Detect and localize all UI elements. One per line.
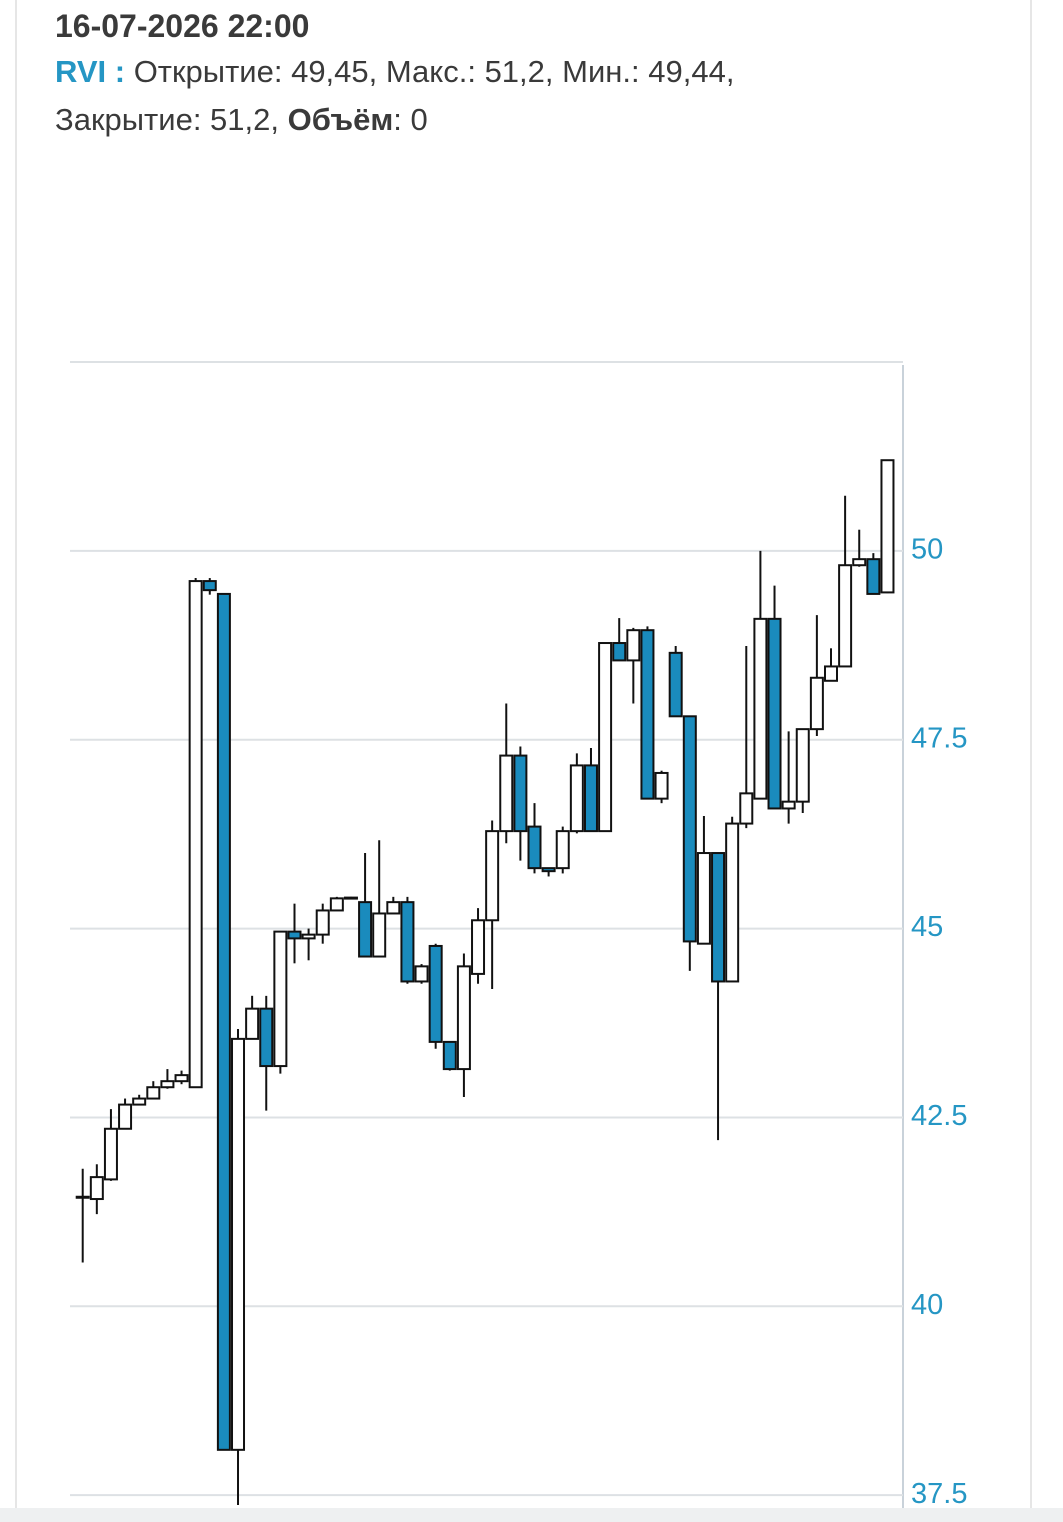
candle-body (598, 642, 613, 833)
tooltip-colon: : (273, 54, 292, 89)
candle-body (499, 754, 514, 833)
tooltip-symbol: RVI : (55, 54, 126, 89)
candle-body (640, 629, 655, 800)
candle-body (527, 825, 542, 870)
candle-body (739, 792, 754, 825)
candle-body (866, 558, 881, 595)
candle-body (259, 1007, 274, 1068)
candle-body (216, 592, 231, 1451)
candle-body (555, 830, 570, 870)
tooltip-label: Закрытие (55, 102, 193, 137)
candle-body (188, 580, 203, 1089)
candle-body (400, 901, 415, 983)
candle-body (654, 771, 669, 800)
candle-body (485, 830, 500, 922)
candle-body (809, 676, 824, 731)
tooltip-value: 51,2 (210, 102, 271, 137)
candle-body (795, 728, 810, 803)
tooltip-line: RVI : Открытие: 49,45, Макс.: 51,2, Мин.… (55, 48, 734, 96)
tooltip-colon: : (631, 54, 649, 89)
tooltip-value: 49,44 (648, 54, 726, 89)
candle-body (781, 800, 796, 810)
y-tick-label: 42.5 (911, 1100, 967, 1132)
candle-body (682, 715, 697, 943)
candle-body (174, 1074, 189, 1083)
candle-body (767, 617, 782, 810)
candle-body (696, 852, 711, 945)
tooltip-separator: , (270, 102, 288, 137)
candle-body (315, 909, 330, 936)
candle-body (414, 965, 429, 983)
candle-body (428, 944, 443, 1043)
candle-body (202, 580, 217, 592)
tooltip-value: 0 (410, 102, 428, 137)
candle-body (541, 867, 556, 873)
candle-body (160, 1080, 175, 1089)
candle-body (358, 901, 373, 958)
tooltip-colon: : (393, 102, 411, 137)
candle-body (118, 1103, 133, 1130)
candle-body (456, 965, 471, 1071)
candle-body (880, 459, 895, 594)
y-tick-label: 47.5 (911, 722, 967, 754)
tooltip-date: 16-07-2026 22:00 (55, 8, 310, 44)
candle-body (103, 1127, 118, 1181)
candle-body (583, 764, 598, 833)
candle-body (513, 754, 528, 833)
tooltip-label: Объём (287, 102, 394, 137)
candle-body (569, 764, 584, 833)
tooltip-separator: , (368, 54, 386, 89)
tooltip-colon: : (192, 102, 211, 137)
tooltip-value: 49,45 (291, 54, 369, 89)
tooltip-value: 51,2 (484, 54, 545, 89)
y-tick-label: 45 (911, 911, 943, 943)
y-tick-label: 37.5 (911, 1478, 967, 1510)
candle-body (612, 642, 627, 662)
y-tick-label: 50 (911, 534, 943, 566)
candle-body (301, 933, 316, 940)
candle-body (231, 1037, 246, 1451)
candle-body (668, 651, 683, 718)
candle-body (372, 912, 387, 958)
candle-body (273, 930, 288, 1068)
candle-body (89, 1176, 104, 1201)
candle-body (329, 897, 344, 912)
bottom-strip (0, 1508, 1063, 1522)
candle-body (146, 1086, 161, 1100)
tooltip-label: Открытие (133, 54, 274, 89)
candle-body (725, 822, 740, 983)
tooltip-colon: : (467, 54, 485, 89)
tooltip-separator: , (544, 54, 563, 89)
candle-body (287, 930, 302, 940)
tooltip-label: Мин. (562, 54, 632, 89)
tooltip-separator: , (725, 54, 735, 89)
candle-body (626, 629, 641, 662)
candle-body (852, 558, 867, 567)
candle-body (343, 896, 358, 900)
candle-body (753, 617, 768, 800)
y-tick-label: 40 (911, 1289, 943, 1321)
tooltip: 16-07-2026 22:00 RVI : Открытие: 49,45, … (55, 4, 734, 144)
candle-body (711, 852, 726, 983)
tooltip-line: Закрытие: 51,2, Объём: 0 (55, 96, 734, 144)
tooltip-label: Макс. (385, 54, 468, 89)
candle-body (442, 1040, 457, 1071)
candle-body (823, 665, 838, 682)
candle-body (75, 1195, 90, 1199)
candle-body (471, 919, 486, 975)
candle-body (838, 564, 853, 668)
candle-body (386, 901, 401, 915)
candle-body (245, 1007, 260, 1040)
candle-body (132, 1097, 147, 1106)
